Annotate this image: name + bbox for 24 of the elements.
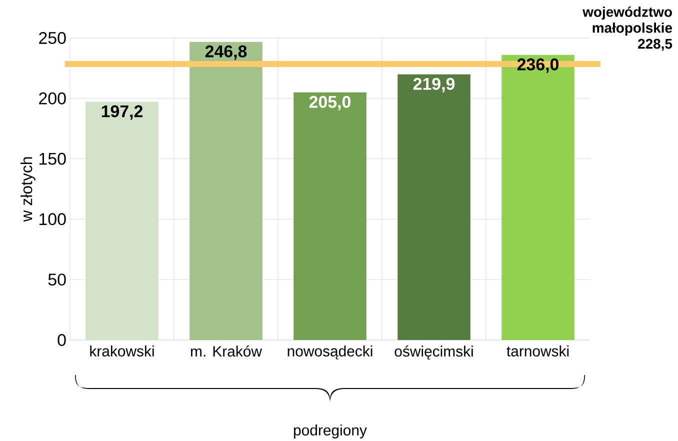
data-label: 205,0 <box>309 96 350 110</box>
bar <box>502 54 574 340</box>
bar <box>294 92 366 340</box>
y-tick-label: 150 <box>40 152 66 165</box>
data-label: 219,9 <box>413 78 455 92</box>
data-label: 246,8 <box>205 45 247 60</box>
x-tick-label: m. Kraków <box>191 346 262 357</box>
y-tick-label: 0 <box>58 334 66 346</box>
bar <box>190 42 262 340</box>
bar <box>398 74 470 340</box>
x-axis-title: podregiony <box>294 424 367 438</box>
y-tick-label: 50 <box>48 274 66 286</box>
bar <box>86 102 158 340</box>
y-tick-label: 100 <box>40 213 66 226</box>
x-tick-label: tarnowski <box>506 345 569 356</box>
y-tick-label: 250 <box>39 32 66 44</box>
x-tick-label: krakowski <box>90 345 154 356</box>
ref-line-label: województwo małopolskie 228,5 <box>582 6 672 51</box>
data-label: 236,0 <box>517 58 558 73</box>
data-label: 197,2 <box>102 105 143 120</box>
x-tick-label: nowosądecki <box>288 345 372 360</box>
y-axis-title: w złotych <box>20 157 36 222</box>
x-tick-label: oświęcimski <box>394 346 473 360</box>
y-tick-label: 200 <box>39 92 66 104</box>
